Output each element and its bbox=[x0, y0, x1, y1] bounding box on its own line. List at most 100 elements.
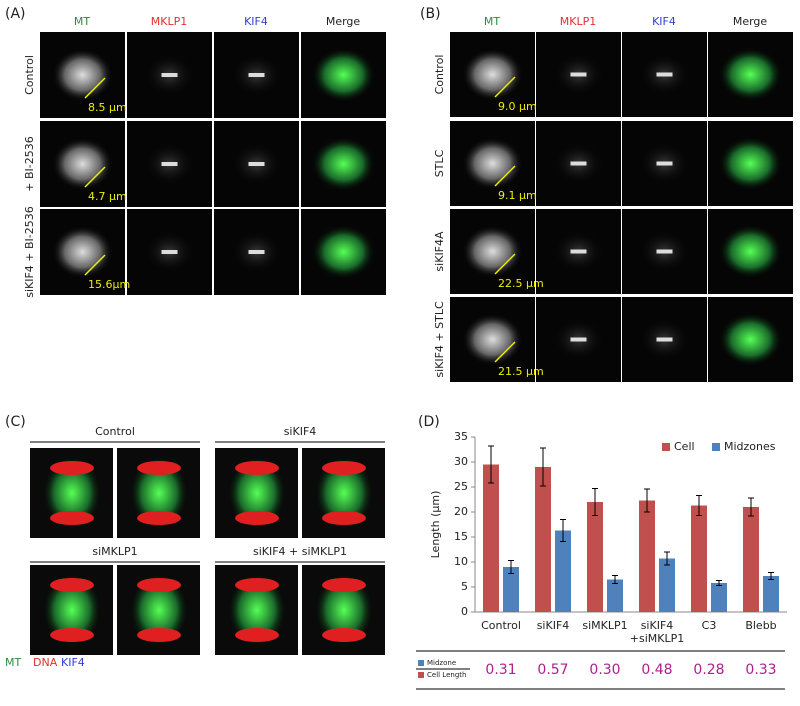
dna bbox=[235, 511, 279, 525]
dna bbox=[235, 461, 279, 475]
measurement: 4.7 µm bbox=[88, 190, 127, 203]
ratio-value: 0.30 bbox=[589, 662, 620, 678]
dna bbox=[322, 461, 366, 475]
error-bar bbox=[696, 495, 702, 516]
measure-line bbox=[84, 77, 106, 99]
channel-legend: KIF4 bbox=[61, 656, 85, 669]
channel-legend: DNA bbox=[33, 656, 58, 669]
error-bar bbox=[560, 519, 566, 542]
dna bbox=[50, 628, 94, 642]
midzone bbox=[248, 250, 265, 254]
cell bbox=[462, 49, 523, 100]
ratio-value: 0.31 bbox=[485, 662, 516, 678]
row-label: siKIF4A bbox=[433, 231, 446, 272]
measure-line bbox=[494, 165, 516, 187]
cell bbox=[42, 455, 102, 531]
midzone bbox=[248, 73, 265, 77]
row-label: siKIF4 + STLC bbox=[433, 301, 446, 378]
ratio-value: 0.48 bbox=[641, 662, 672, 678]
x-tick-label: Control bbox=[481, 619, 521, 632]
cell bbox=[462, 138, 523, 189]
group-header: siKIF4 + siMKLP1 bbox=[253, 545, 347, 558]
column-header: KIF4 bbox=[652, 15, 676, 28]
error-bar bbox=[716, 580, 722, 586]
x-tick-label: siKIF4 bbox=[537, 619, 570, 632]
y-tick-label: 5 bbox=[461, 580, 468, 593]
bar bbox=[555, 530, 571, 612]
row-label: Control bbox=[23, 55, 36, 95]
legend-label: Midzones bbox=[724, 440, 776, 453]
group-header: siMKLP1 bbox=[92, 545, 137, 558]
midzone bbox=[656, 161, 673, 166]
column-header: MKLP1 bbox=[151, 15, 187, 28]
group-header: Control bbox=[95, 425, 135, 438]
cell bbox=[129, 572, 189, 648]
ratio-numerator: Midzone bbox=[427, 659, 456, 667]
cell bbox=[311, 136, 376, 192]
cell bbox=[311, 47, 376, 103]
bar bbox=[691, 505, 707, 612]
bar bbox=[639, 500, 655, 612]
bar bbox=[503, 567, 519, 612]
x-tick-line: +siMKLP1 bbox=[630, 632, 684, 645]
legend-swatch bbox=[662, 443, 670, 451]
cell bbox=[311, 224, 376, 280]
cell bbox=[129, 455, 189, 531]
cell bbox=[718, 224, 783, 279]
cell bbox=[718, 312, 783, 367]
midzone bbox=[161, 250, 178, 254]
ratio-swatch bbox=[418, 660, 424, 666]
ratio-denominator: Cell Length bbox=[427, 671, 466, 679]
measure-line bbox=[494, 341, 516, 363]
column-header: Merge bbox=[326, 15, 361, 28]
measurement: 15.6µm bbox=[88, 278, 130, 291]
column-header: MT bbox=[74, 15, 90, 28]
dna bbox=[137, 511, 181, 525]
dna bbox=[137, 578, 181, 592]
midzone bbox=[656, 249, 673, 254]
measure-line bbox=[494, 76, 516, 98]
cell bbox=[52, 226, 113, 278]
error-bar bbox=[592, 488, 598, 516]
cell bbox=[52, 49, 113, 101]
legend-swatch bbox=[712, 443, 720, 451]
error-bar bbox=[664, 551, 670, 566]
error-bar bbox=[488, 445, 494, 484]
panel-label: (A) bbox=[5, 6, 26, 22]
row-label: STLC bbox=[433, 149, 446, 177]
error-bar bbox=[644, 488, 650, 513]
y-tick-label: 10 bbox=[454, 555, 468, 568]
y-tick-label: 30 bbox=[454, 455, 468, 468]
row-label: Control bbox=[433, 55, 446, 95]
legend-label: Cell bbox=[674, 440, 695, 453]
error-bar bbox=[768, 572, 774, 580]
dna bbox=[50, 461, 94, 475]
dna bbox=[235, 578, 279, 592]
midzone bbox=[570, 249, 587, 254]
column-header: MT bbox=[484, 15, 500, 28]
y-tick-label: 20 bbox=[454, 505, 468, 518]
bar bbox=[763, 576, 779, 612]
x-tick-label: siMKLP1 bbox=[582, 619, 627, 632]
error-bar bbox=[508, 560, 514, 574]
dna bbox=[137, 628, 181, 642]
cell bbox=[314, 572, 374, 648]
midzone bbox=[161, 73, 178, 77]
y-tick-label: 35 bbox=[454, 430, 468, 443]
cell bbox=[52, 138, 113, 190]
row-label: siKIF4 + BI-2536 bbox=[23, 206, 36, 298]
error-bar bbox=[540, 447, 546, 487]
panel-label: (D) bbox=[418, 414, 440, 430]
measurement: 22.5 µm bbox=[498, 277, 544, 290]
dna bbox=[322, 578, 366, 592]
panel-label: (B) bbox=[420, 6, 441, 22]
error-bar bbox=[612, 575, 618, 584]
bar bbox=[587, 502, 603, 612]
measurement: 9.1 µm bbox=[498, 189, 537, 202]
bar bbox=[743, 507, 759, 612]
midzone bbox=[656, 337, 673, 342]
cell bbox=[227, 572, 287, 648]
y-tick-label: 0 bbox=[461, 605, 468, 618]
row-label: + BI-2536 bbox=[23, 136, 36, 191]
